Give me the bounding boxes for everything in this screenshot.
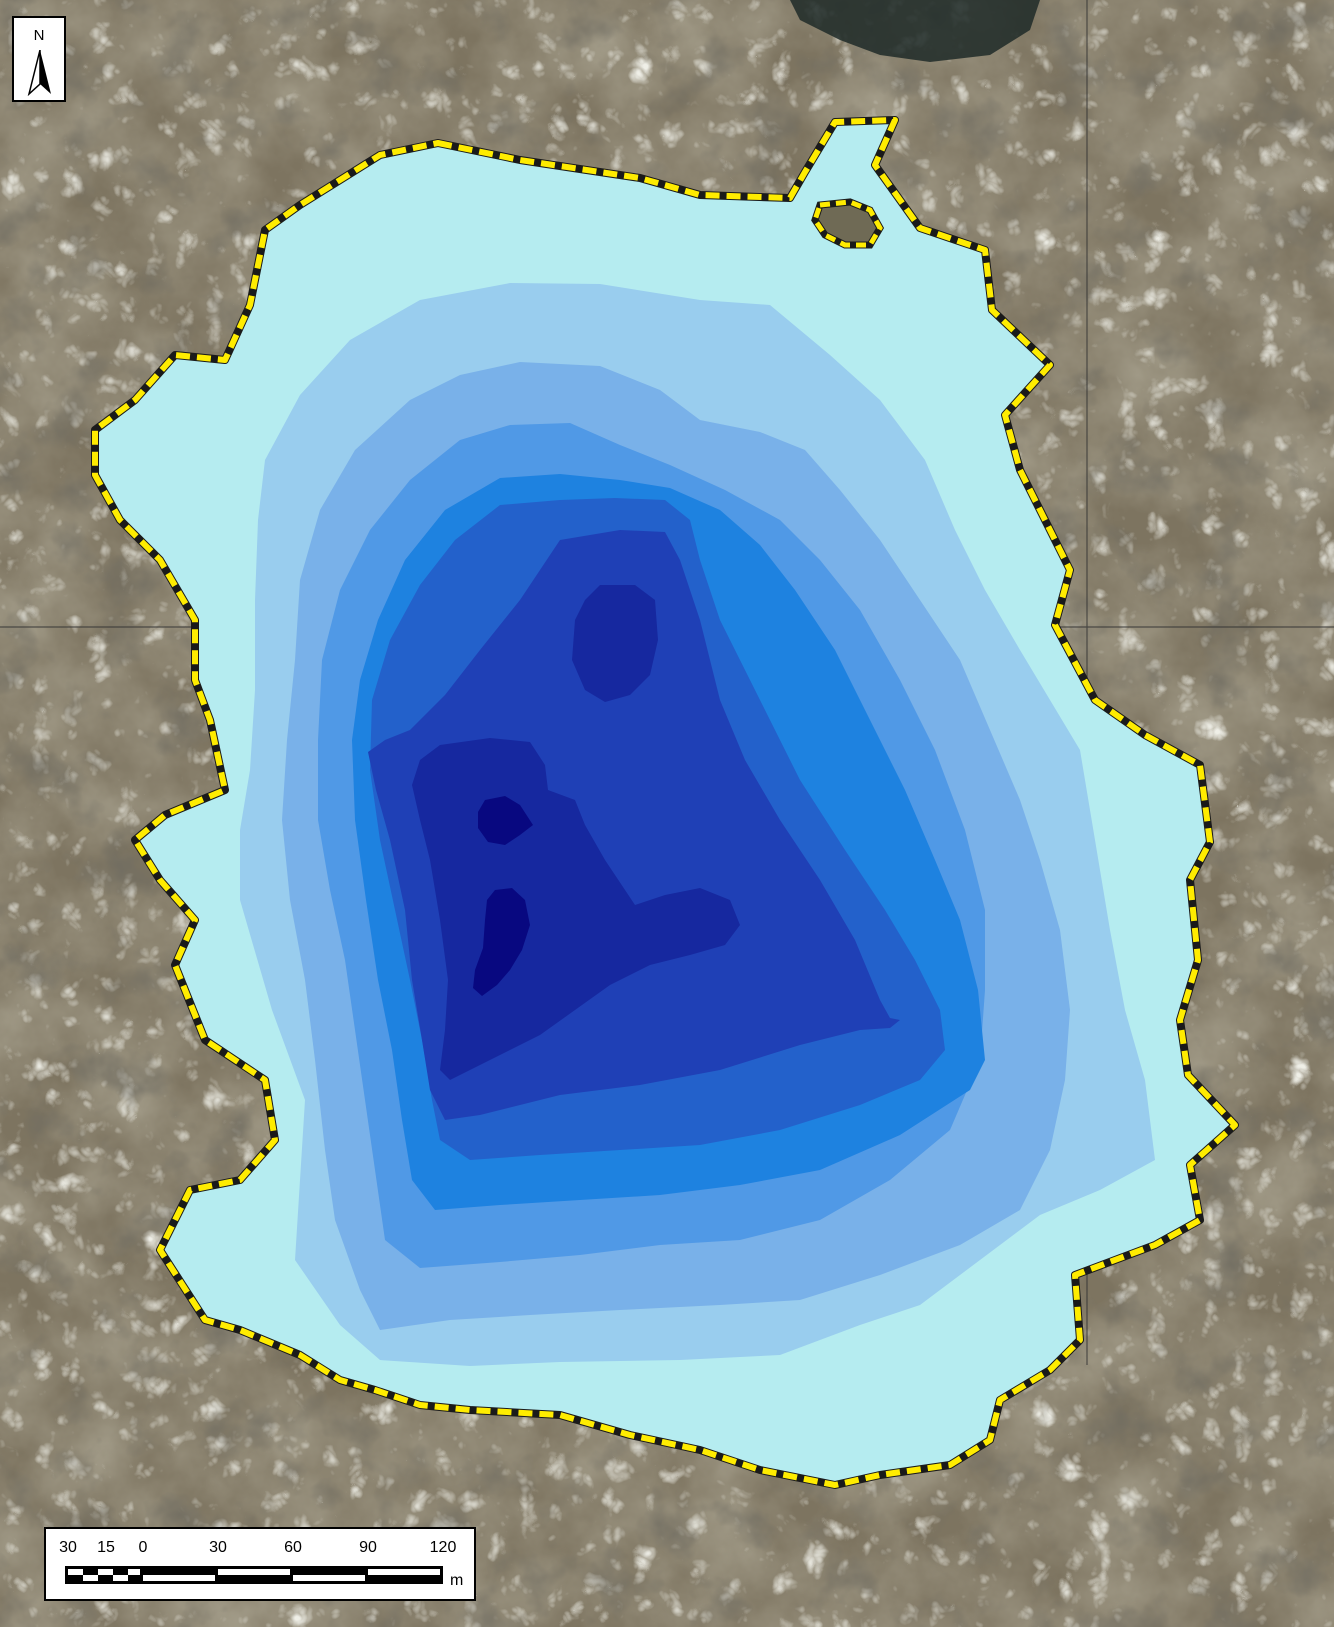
depth-zone-9b: [473, 888, 530, 996]
scale-label-60: 60: [284, 1539, 302, 1556]
lake-depth-zones: [95, 120, 1235, 1485]
scale-label-0: 0: [138, 1539, 148, 1556]
scale-bar-graphic: [65, 1566, 443, 1584]
scale-label-15: 15: [97, 1539, 115, 1556]
north-arrow-icon: [27, 50, 51, 96]
scale-label-30-left: 30: [59, 1539, 77, 1556]
scale-unit: m: [450, 1572, 464, 1589]
island-outline: [812, 199, 883, 248]
north-arrow: N: [12, 16, 66, 102]
scale-bar: 30 15 0 30 60 90 120 m: [44, 1527, 476, 1601]
scale-label-30: 30: [209, 1539, 227, 1556]
scale-label-120: 120: [429, 1539, 457, 1556]
scale-label-90: 90: [359, 1539, 377, 1556]
depth-zone-8a: [572, 585, 658, 702]
shoreline-dashes: [92, 117, 1238, 1488]
depth-zone-9a: [478, 796, 533, 845]
dark-water-top: [790, 0, 1040, 62]
north-letter: N: [33, 27, 45, 44]
lake-shoreline: [91, 116, 1239, 1489]
